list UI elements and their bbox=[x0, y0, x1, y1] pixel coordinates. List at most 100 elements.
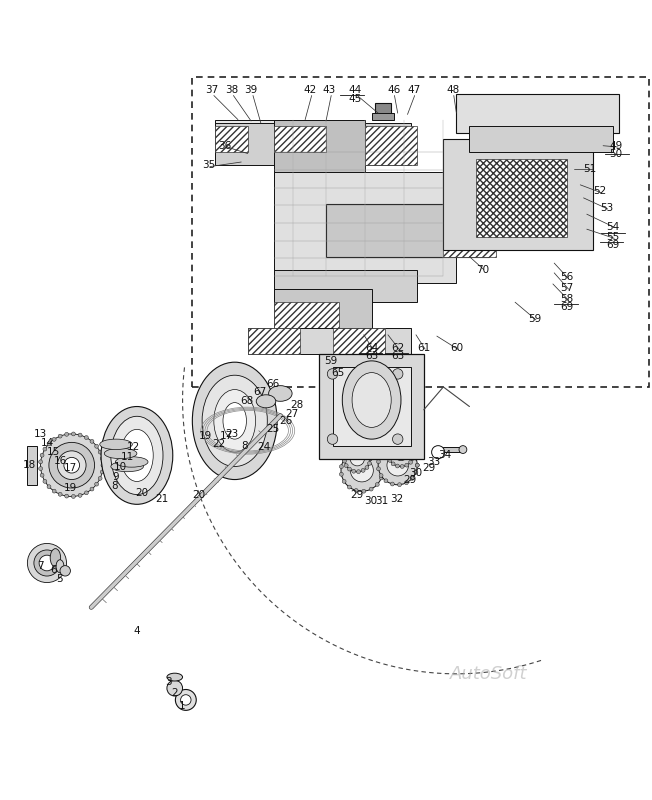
Circle shape bbox=[98, 476, 102, 480]
Ellipse shape bbox=[101, 406, 173, 504]
Circle shape bbox=[101, 463, 105, 467]
Circle shape bbox=[394, 446, 408, 461]
Circle shape bbox=[388, 458, 392, 462]
Text: 66: 66 bbox=[266, 378, 279, 389]
Circle shape bbox=[344, 446, 370, 472]
Circle shape bbox=[415, 463, 419, 467]
Text: 67: 67 bbox=[253, 387, 266, 397]
Circle shape bbox=[340, 472, 344, 476]
Ellipse shape bbox=[202, 375, 267, 466]
Circle shape bbox=[391, 482, 394, 486]
Circle shape bbox=[84, 491, 88, 495]
Circle shape bbox=[379, 461, 383, 465]
Circle shape bbox=[398, 444, 402, 448]
Text: 28: 28 bbox=[290, 400, 303, 410]
Text: 19: 19 bbox=[199, 431, 212, 441]
Circle shape bbox=[100, 470, 104, 474]
Circle shape bbox=[354, 448, 358, 452]
Ellipse shape bbox=[50, 549, 61, 567]
Circle shape bbox=[327, 369, 338, 379]
Circle shape bbox=[405, 440, 409, 444]
Circle shape bbox=[357, 444, 361, 448]
Circle shape bbox=[72, 432, 76, 436]
Circle shape bbox=[90, 439, 94, 443]
Circle shape bbox=[342, 458, 346, 462]
Circle shape bbox=[52, 438, 56, 442]
Circle shape bbox=[415, 463, 419, 467]
Text: 18: 18 bbox=[23, 460, 36, 470]
Text: 38: 38 bbox=[225, 86, 238, 95]
Bar bbox=[319, 354, 424, 458]
Circle shape bbox=[378, 446, 417, 485]
Bar bbox=[248, 328, 300, 354]
Circle shape bbox=[388, 445, 392, 449]
Circle shape bbox=[40, 434, 103, 497]
Circle shape bbox=[393, 369, 403, 379]
Text: 62: 62 bbox=[391, 343, 404, 353]
Text: 4: 4 bbox=[134, 626, 140, 637]
Circle shape bbox=[78, 433, 82, 437]
Ellipse shape bbox=[111, 416, 163, 494]
Circle shape bbox=[388, 441, 414, 466]
Text: 29: 29 bbox=[403, 474, 416, 485]
Circle shape bbox=[78, 494, 82, 498]
Text: 1: 1 bbox=[179, 702, 186, 711]
Circle shape bbox=[47, 485, 51, 489]
Circle shape bbox=[60, 566, 70, 576]
Text: 51: 51 bbox=[584, 163, 597, 174]
Text: 56: 56 bbox=[561, 273, 574, 282]
Circle shape bbox=[348, 485, 351, 489]
Circle shape bbox=[377, 460, 381, 463]
Bar bbox=[274, 289, 372, 334]
Circle shape bbox=[342, 459, 346, 463]
Circle shape bbox=[43, 447, 47, 451]
Text: 33: 33 bbox=[427, 457, 440, 467]
Text: 3: 3 bbox=[165, 677, 171, 686]
Text: 29: 29 bbox=[351, 490, 364, 499]
Text: 34: 34 bbox=[438, 450, 451, 461]
Circle shape bbox=[43, 479, 47, 483]
Text: 22: 22 bbox=[212, 439, 225, 450]
Text: 36: 36 bbox=[218, 141, 231, 150]
Circle shape bbox=[348, 446, 351, 450]
Circle shape bbox=[398, 482, 402, 486]
Circle shape bbox=[340, 465, 344, 469]
Circle shape bbox=[65, 432, 68, 436]
Bar bbox=[274, 120, 365, 185]
Circle shape bbox=[58, 434, 62, 438]
Text: 23: 23 bbox=[225, 429, 238, 439]
Text: 5: 5 bbox=[57, 574, 63, 584]
Text: 2: 2 bbox=[171, 688, 178, 698]
Ellipse shape bbox=[352, 373, 391, 427]
Circle shape bbox=[341, 450, 383, 491]
Text: 37: 37 bbox=[205, 86, 218, 95]
Bar bbox=[469, 126, 613, 152]
Circle shape bbox=[354, 489, 358, 493]
Text: 43: 43 bbox=[323, 86, 336, 95]
Text: 30: 30 bbox=[364, 496, 377, 506]
Ellipse shape bbox=[167, 673, 183, 681]
Text: 31: 31 bbox=[375, 496, 388, 506]
Circle shape bbox=[167, 680, 183, 696]
Text: 15: 15 bbox=[47, 447, 60, 457]
Circle shape bbox=[391, 441, 395, 445]
Circle shape bbox=[459, 446, 467, 454]
Circle shape bbox=[38, 466, 42, 470]
Circle shape bbox=[396, 439, 400, 443]
Text: 17: 17 bbox=[64, 463, 77, 474]
Circle shape bbox=[381, 469, 385, 472]
Circle shape bbox=[365, 466, 369, 470]
Circle shape bbox=[386, 454, 390, 458]
Ellipse shape bbox=[432, 446, 445, 458]
Circle shape bbox=[387, 454, 408, 476]
Circle shape bbox=[361, 445, 365, 449]
Ellipse shape bbox=[223, 402, 246, 439]
Text: 69: 69 bbox=[561, 302, 574, 313]
Circle shape bbox=[391, 445, 394, 448]
Circle shape bbox=[391, 462, 395, 466]
Text: 63: 63 bbox=[365, 350, 378, 361]
Bar bbox=[326, 204, 489, 257]
Bar bbox=[443, 139, 593, 250]
Circle shape bbox=[49, 442, 95, 488]
Text: 65: 65 bbox=[331, 368, 344, 378]
